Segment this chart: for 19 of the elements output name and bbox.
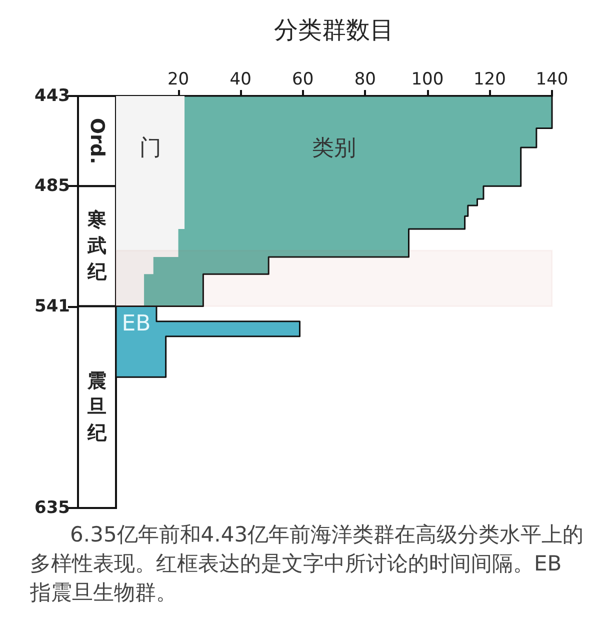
- x-tick-label: 140: [536, 70, 568, 90]
- series-label: 类别: [312, 136, 356, 162]
- x-tick-label: 40: [230, 70, 252, 90]
- y-tick-label: 541: [34, 296, 70, 316]
- x-tick-label: 80: [354, 70, 376, 90]
- series-label: EB: [122, 311, 151, 336]
- y-tick-label: 443: [34, 86, 70, 106]
- x-tick-label: 20: [167, 70, 190, 90]
- x-tick-label: 100: [411, 70, 444, 90]
- y-tick-label: 635: [34, 498, 70, 518]
- text: 6.35亿年前和4.43亿年前海洋类群在高级分类水平上的多样性表现。红框表达的是文字中所讨论的时间间隔。EB 指震旦生物群。: [29, 522, 584, 604]
- text: 寒武纪: [86, 209, 108, 284]
- series-label: 门: [139, 136, 162, 162]
- x-tick-label: 60: [292, 70, 314, 90]
- y-tick-label: 485: [34, 176, 70, 196]
- text: Ord.: [86, 118, 108, 164]
- x-tick-label: 120: [473, 70, 506, 90]
- x-axis-title: 分类群数目: [274, 16, 394, 44]
- text: 震旦纪: [86, 370, 108, 444]
